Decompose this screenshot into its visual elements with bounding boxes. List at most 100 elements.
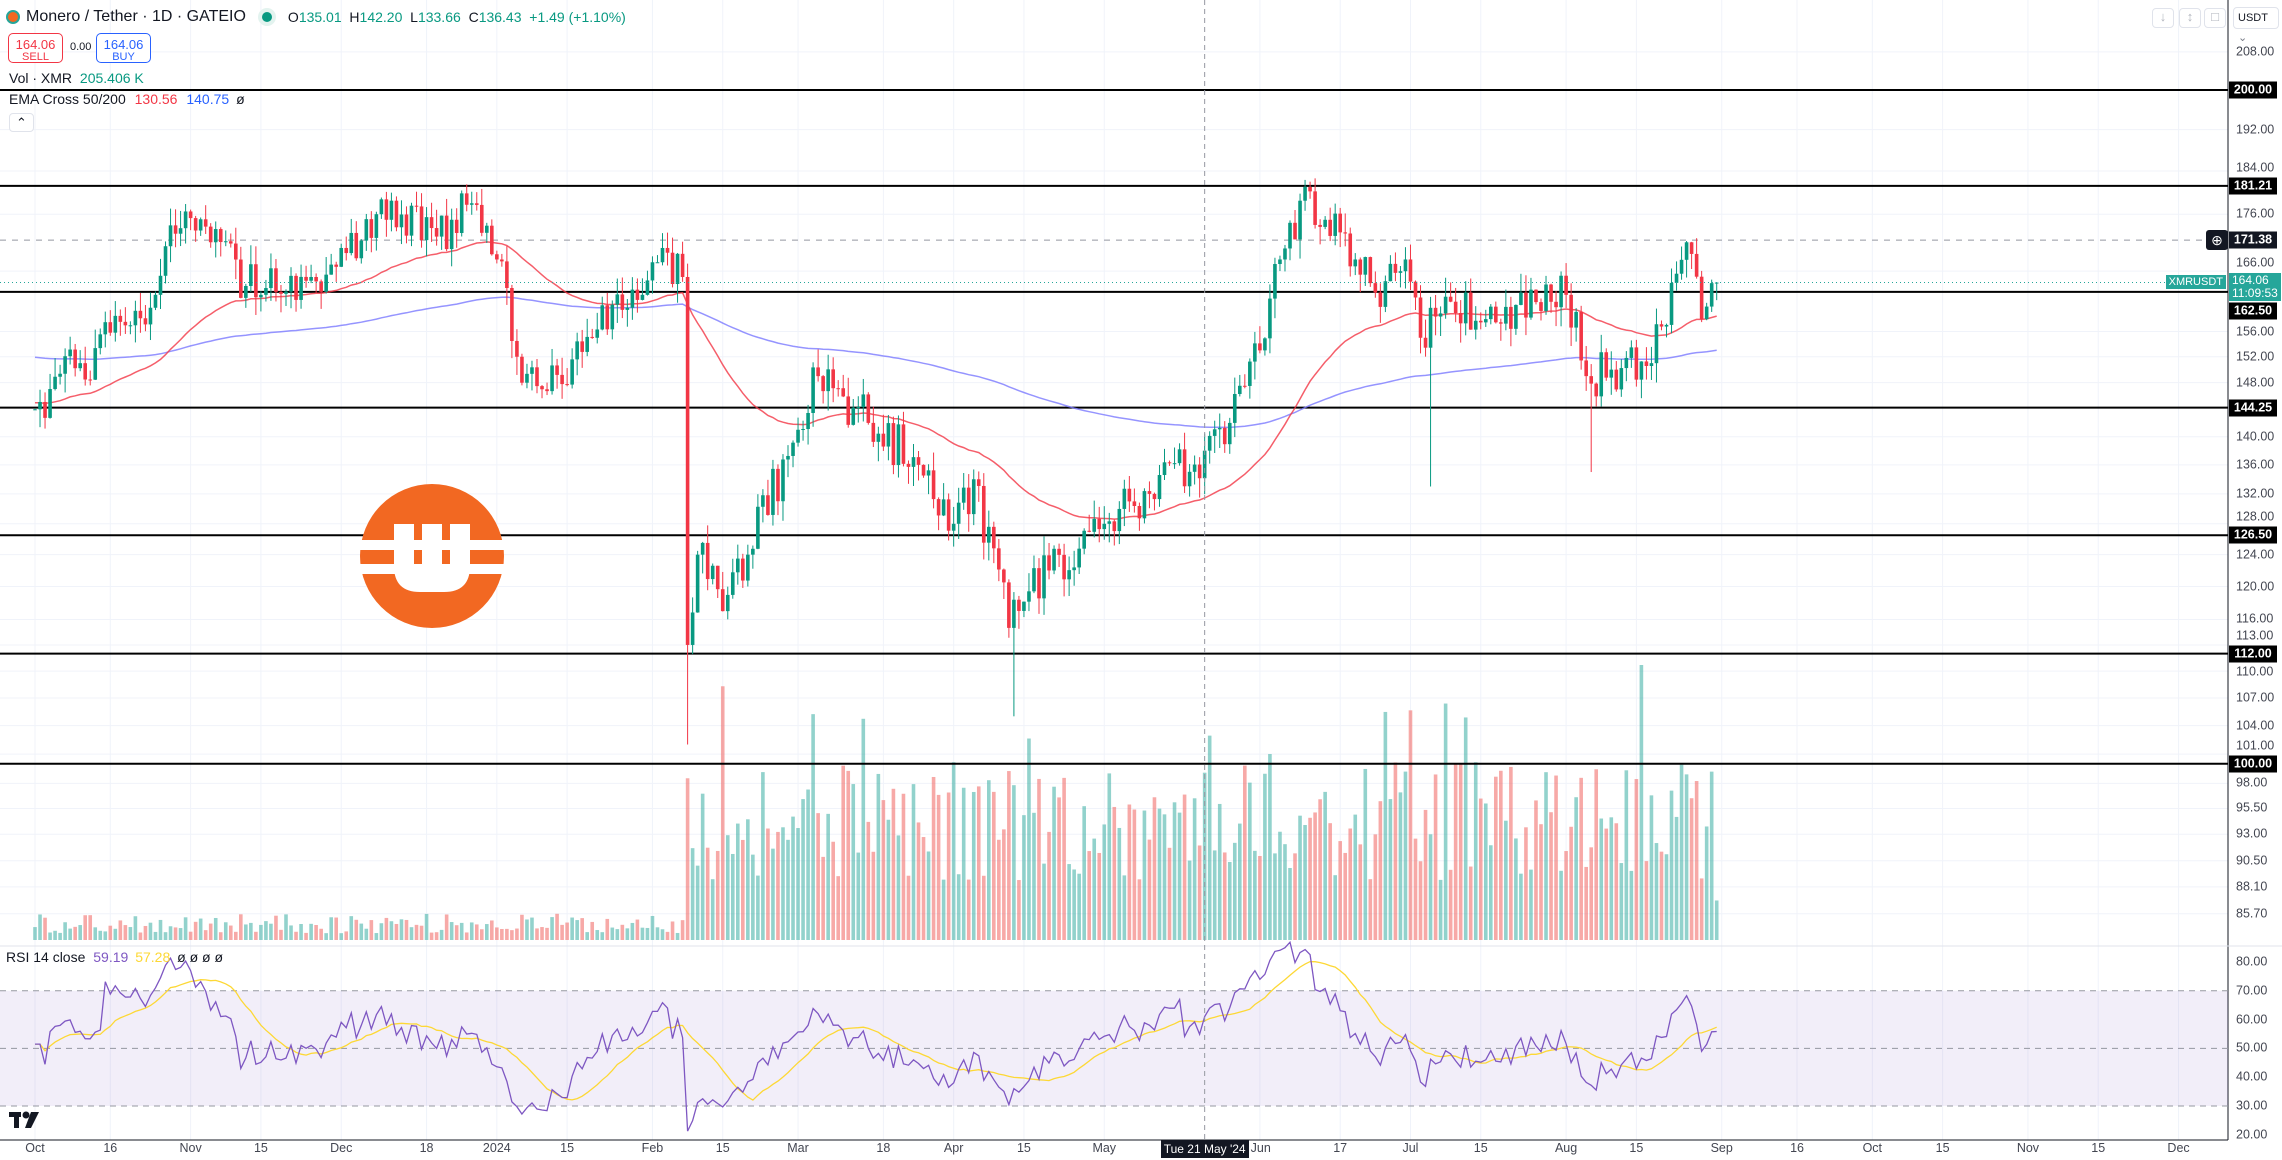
volume-bar: [354, 919, 359, 940]
volume-bar: [746, 819, 750, 940]
currency-select[interactable]: USDT ⌄: [2233, 7, 2279, 44]
candle: [1102, 523, 1107, 530]
volume-bar: [294, 931, 298, 940]
price-axis-label: 156.00: [2236, 324, 2275, 338]
candle: [1007, 582, 1011, 628]
candle: [675, 253, 680, 285]
candle: [1032, 568, 1036, 592]
logo-bar: [360, 564, 504, 574]
candle: [148, 307, 153, 325]
volume-bar: [1589, 847, 1593, 940]
volume-bar: [926, 851, 931, 940]
candle: [389, 200, 394, 220]
volume-bar: [650, 915, 655, 940]
volume-bar: [540, 927, 544, 940]
volume-bar: [610, 927, 615, 940]
volume-bar: [956, 874, 961, 940]
candle: [183, 211, 188, 229]
candle: [364, 219, 369, 241]
candle: [1599, 352, 1604, 397]
volume-bar: [254, 931, 258, 940]
candle: [1212, 429, 1217, 436]
open-value: 135.01: [298, 9, 342, 25]
price-axis-label: 107.00: [2236, 690, 2275, 705]
volume-bar: [1403, 771, 1408, 940]
fullscreen-button[interactable]: □: [2204, 8, 2226, 28]
candle: [1207, 435, 1212, 451]
candle: [469, 203, 474, 205]
volume-bar: [1639, 665, 1644, 940]
scroll-down-button[interactable]: ↓: [2152, 8, 2174, 28]
volume-bar: [1032, 812, 1036, 940]
candle: [133, 310, 138, 326]
logo-bar: [360, 540, 504, 550]
price-axis-label: 85.70: [2236, 906, 2268, 921]
volume-bar: [1428, 834, 1433, 940]
volume-bar: [736, 823, 740, 940]
candle: [831, 369, 835, 389]
volume-bar: [1232, 842, 1237, 940]
volume-bar: [228, 925, 233, 940]
volume-bar: [1122, 875, 1127, 940]
volume-bar: [1258, 855, 1262, 940]
candle: [1403, 259, 1408, 272]
collapse-button[interactable]: ↕: [2179, 8, 2201, 28]
collapse-legend-button[interactable]: ⌃: [9, 113, 34, 132]
candle: [1674, 273, 1679, 283]
candle: [1278, 259, 1282, 265]
candle: [1268, 298, 1272, 339]
volume-bar: [1363, 768, 1368, 940]
volume-bar: [178, 928, 183, 940]
candle: [284, 291, 288, 294]
volume-bar: [786, 839, 790, 940]
candle: [700, 542, 705, 555]
candle: [1554, 301, 1558, 308]
volume-bar: [655, 927, 660, 940]
candle: [916, 457, 921, 465]
volume-bar: [309, 923, 313, 940]
volume-bar: [289, 925, 293, 940]
volume-bar: [1343, 852, 1348, 940]
rsi-axis-label: 80.00: [2236, 954, 2268, 969]
candle: [113, 315, 118, 333]
volume-legend[interactable]: Vol · XMR 205.406 K: [9, 70, 144, 86]
volume-bar: [1714, 900, 1719, 940]
candle: [635, 289, 640, 300]
candle: [1463, 292, 1468, 324]
volume-bar: [1704, 826, 1709, 940]
buy-button[interactable]: 164.06 BUY: [96, 33, 151, 63]
rsi-axis-label: 50.00: [2236, 1040, 2268, 1055]
ema-legend[interactable]: EMA Cross 50/200 130.56 140.75 ø: [9, 91, 245, 107]
ema50-value: 130.56: [134, 91, 178, 107]
candle: [1468, 292, 1473, 330]
tradingview-logo[interactable]: [9, 1110, 43, 1130]
sell-button[interactable]: 164.06 SELL: [8, 33, 63, 63]
volume-bar: [1358, 844, 1363, 940]
candle: [886, 423, 891, 447]
volume-bar: [525, 919, 529, 940]
add-alert-button[interactable]: ⊕: [2206, 230, 2228, 251]
volume-bar: [364, 928, 369, 940]
buy-label: BUY: [112, 51, 135, 63]
volume-bar: [1007, 771, 1011, 940]
candle: [38, 401, 42, 410]
candle: [1263, 338, 1267, 351]
price-axis-label: 136.00: [2236, 457, 2275, 472]
volume-bar: [490, 920, 494, 940]
volume-bar: [1514, 838, 1518, 940]
volume-bar: [510, 930, 514, 940]
candle: [906, 463, 911, 467]
candle: [761, 495, 765, 507]
volume-bar: [575, 920, 579, 940]
symbol-title[interactable]: Monero / Tether · 1D · GATEIO: [26, 8, 246, 25]
candle: [1564, 275, 1568, 295]
candle: [1478, 320, 1483, 323]
volume-bar: [1539, 824, 1543, 940]
rsi-legend[interactable]: RSI 14 close 59.19 57.28 ø ø ø ø: [6, 949, 223, 965]
candle: [294, 275, 298, 300]
candle: [1649, 363, 1654, 367]
candle: [324, 274, 328, 292]
price-axis-label: 95.50: [2236, 800, 2268, 815]
candle: [1047, 555, 1051, 571]
